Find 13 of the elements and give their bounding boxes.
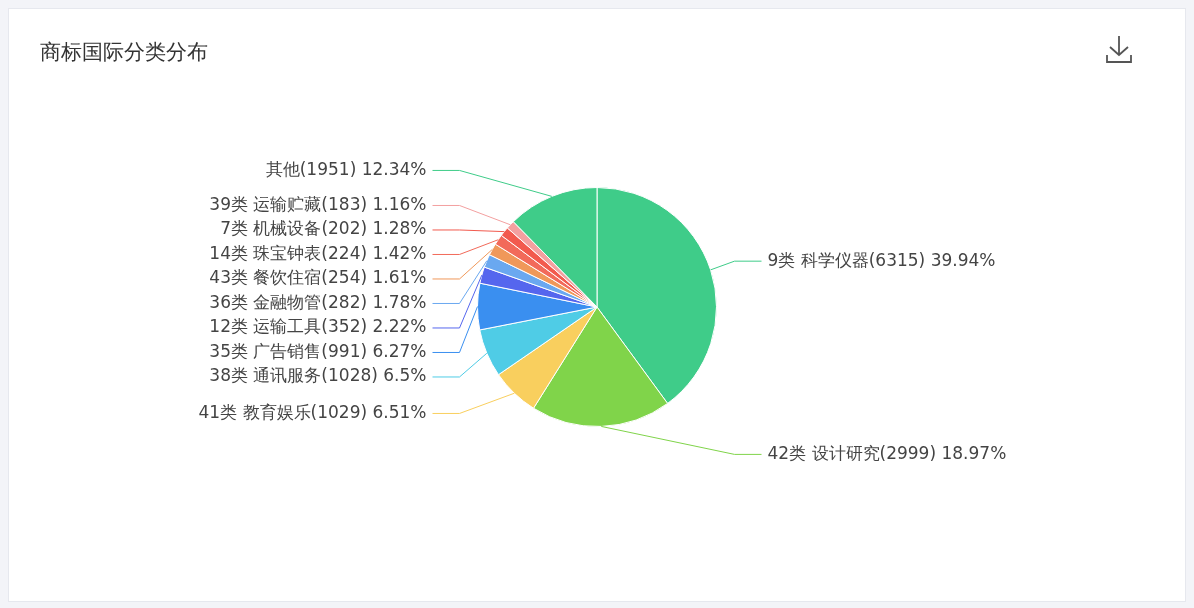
slice-label: 41类 教育娱乐(1029) 6.51%: [198, 401, 427, 422]
slice-label: 9类 科学仪器(6315) 39.94%: [767, 249, 996, 270]
slice-label: 39类 运输贮藏(183) 1.16%: [209, 193, 427, 214]
slice-label: 36类 金融物管(282) 1.78%: [209, 291, 427, 312]
slice-label: 42类 设计研究(2999) 18.97%: [767, 442, 1007, 463]
slice-label: 其他(1951) 12.34%: [265, 158, 427, 179]
slice-label: 7类 机械设备(202) 1.28%: [220, 218, 427, 239]
slice-label: 14类 珠宝钟表(224) 1.42%: [209, 242, 427, 263]
slice-label: 12类 运输工具(352) 2.22%: [209, 316, 427, 337]
slice-label: 35类 广告销售(991) 6.27%: [209, 340, 427, 361]
chart-title: 商标国际分类分布: [40, 39, 208, 66]
slice-label: 43类 餐饮住宿(254) 1.61%: [209, 267, 427, 288]
slice-label: 38类 通讯服务(1028) 6.5%: [209, 365, 427, 386]
